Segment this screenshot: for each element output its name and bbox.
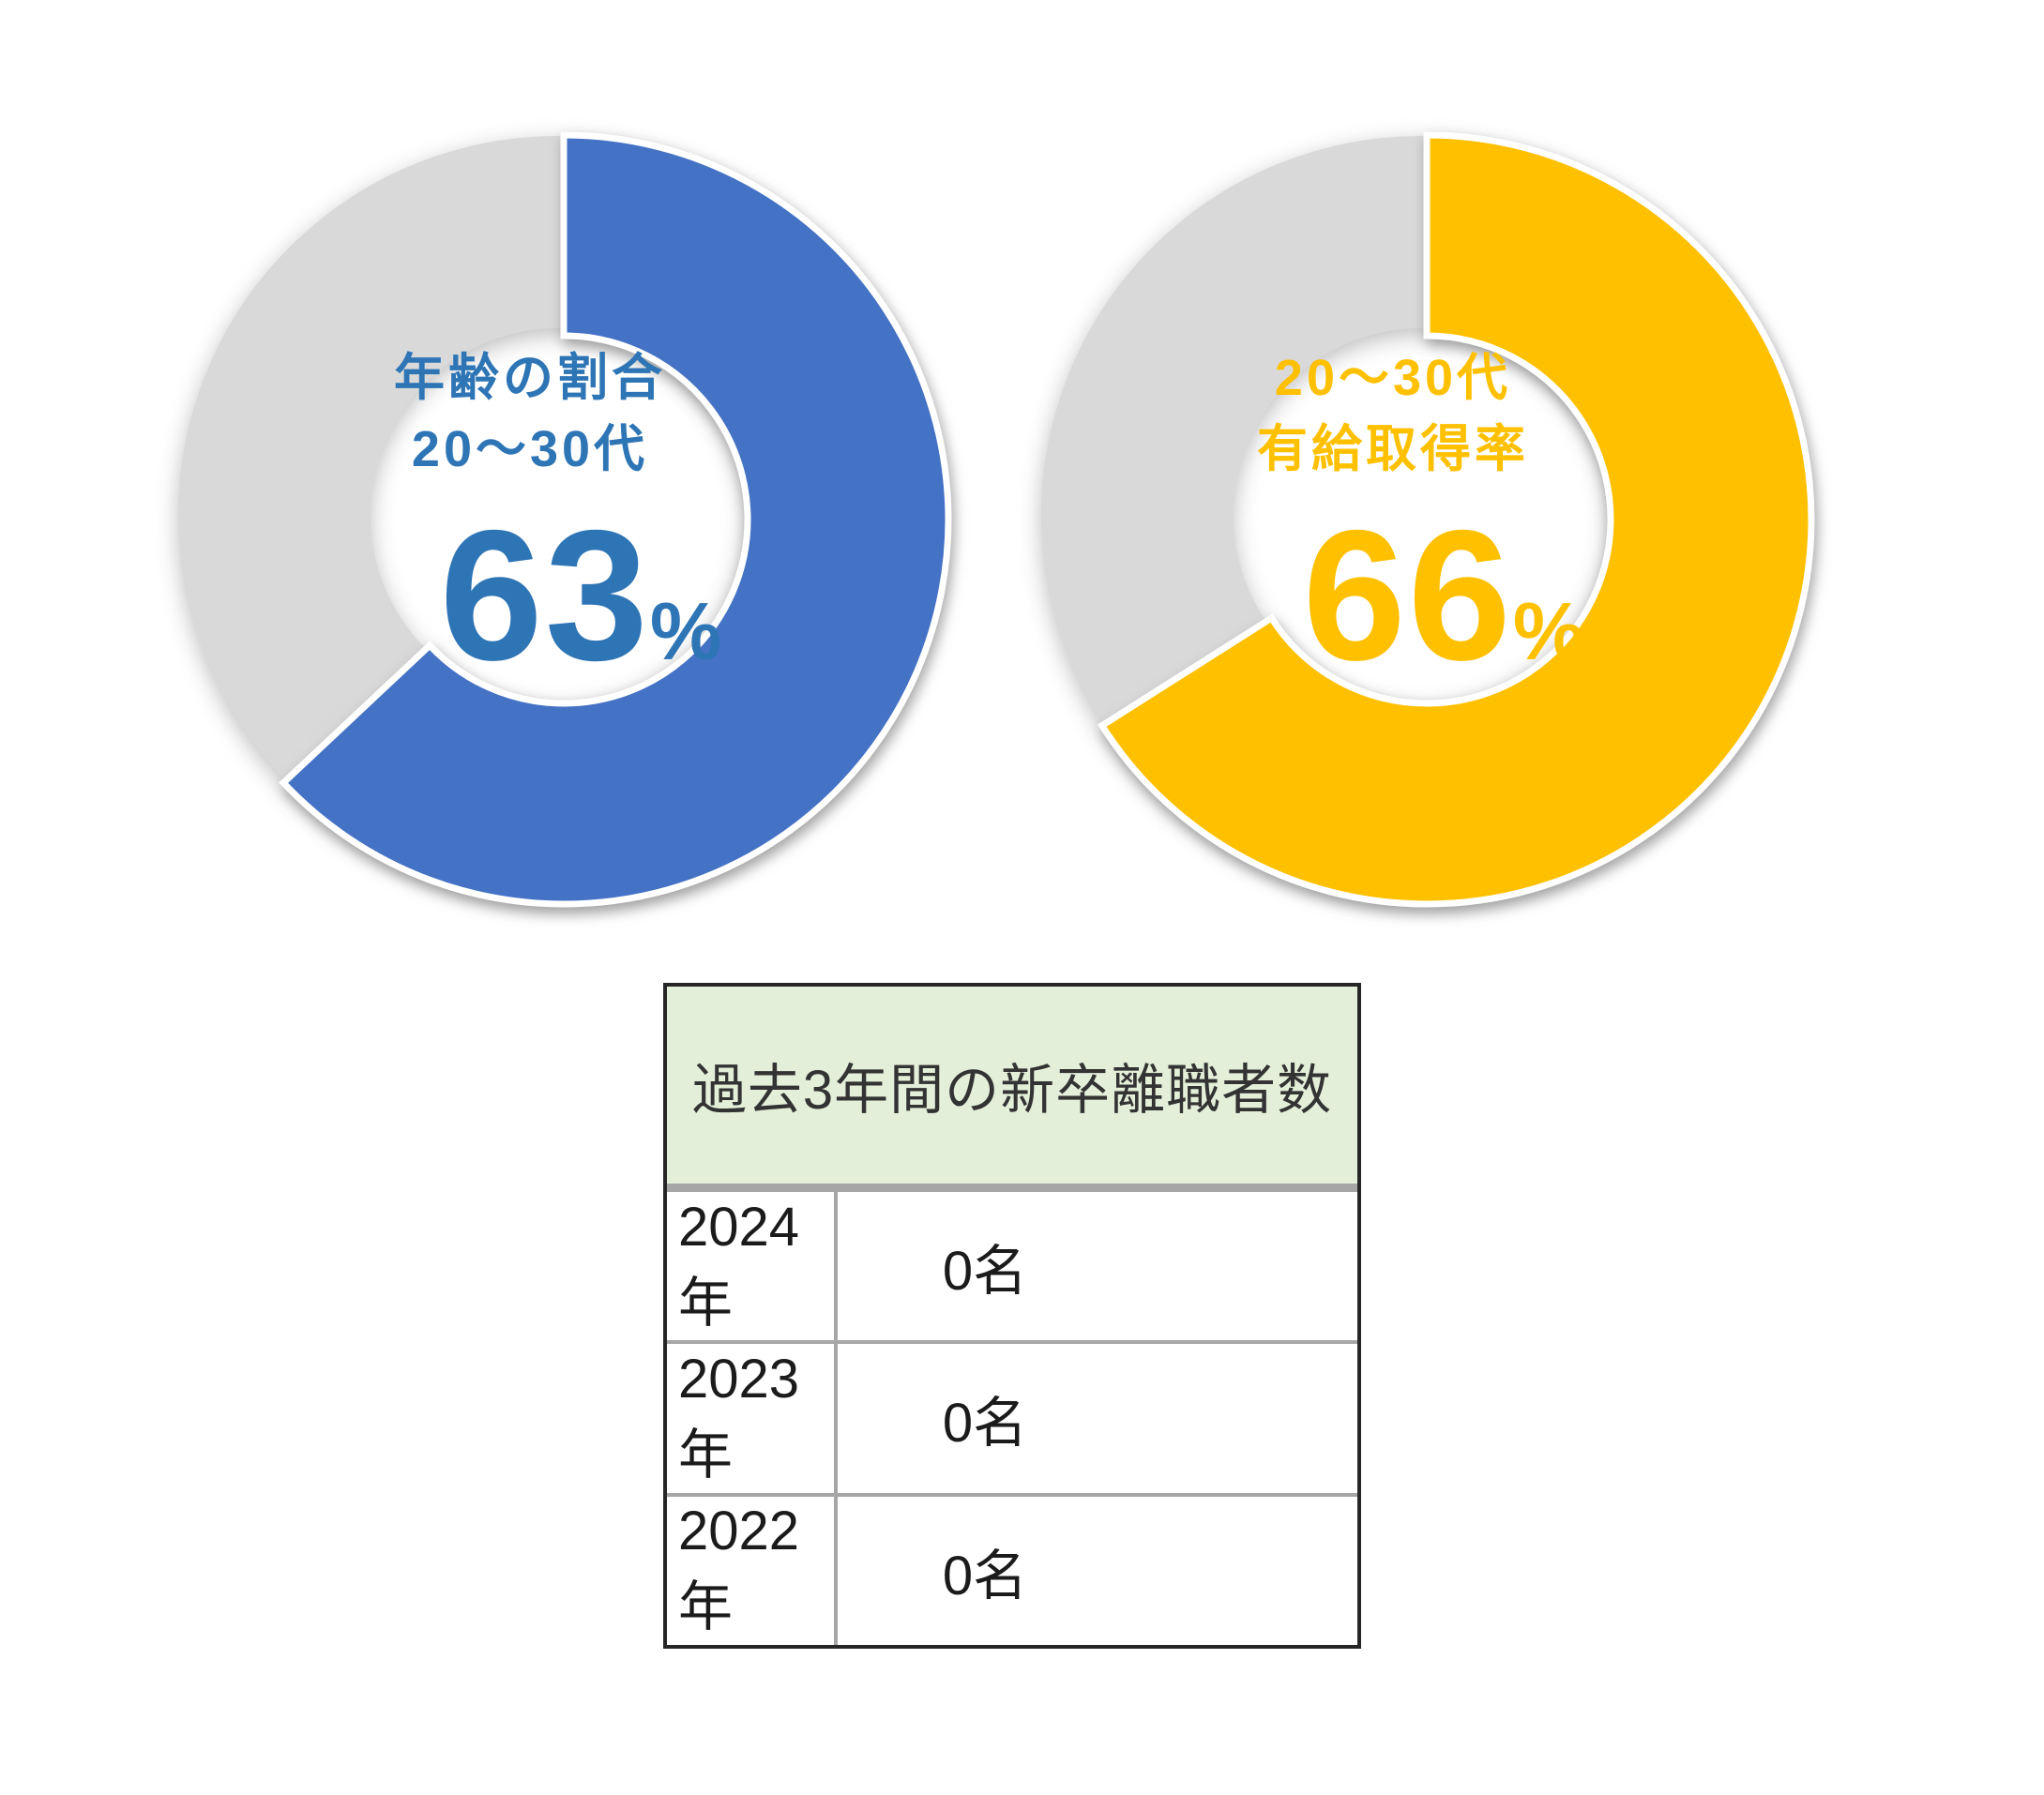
donut-chart-paid-leave: 20～30代 有給取得率 66%: [1008, 103, 1834, 928]
table-row: 2024年 0名: [667, 1192, 1357, 1341]
year-cell: 2022年: [667, 1496, 838, 1645]
table-row: 2023年 0名: [667, 1340, 1357, 1493]
donut-value-slice: [279, 131, 952, 908]
table-row: 2022年 0名: [667, 1492, 1357, 1645]
count-cell: 0名: [942, 1393, 1028, 1455]
donut-value-slice: [1097, 131, 1815, 908]
donut-svg: [1041, 131, 1815, 908]
year-cell: 2024年: [667, 1192, 838, 1341]
year-cell: 2023年: [667, 1344, 838, 1493]
attrition-table: 過去3年間の新卒離職者数 2024年 0名 2023年 0名 2022年 0名: [663, 983, 1361, 1649]
table-header-separator: [667, 1184, 1357, 1192]
table-header: 過去3年間の新卒離職者数: [667, 987, 1357, 1184]
count-cell: 0名: [942, 1241, 1028, 1303]
table-body: 2024年 0名 2023年 0名 2022年 0名: [667, 1192, 1357, 1645]
donut-chart-age-ratio: 年齢の割合 20～30代 63%: [145, 103, 971, 928]
donut-svg: [178, 131, 952, 908]
count-cell: 0名: [942, 1545, 1028, 1606]
